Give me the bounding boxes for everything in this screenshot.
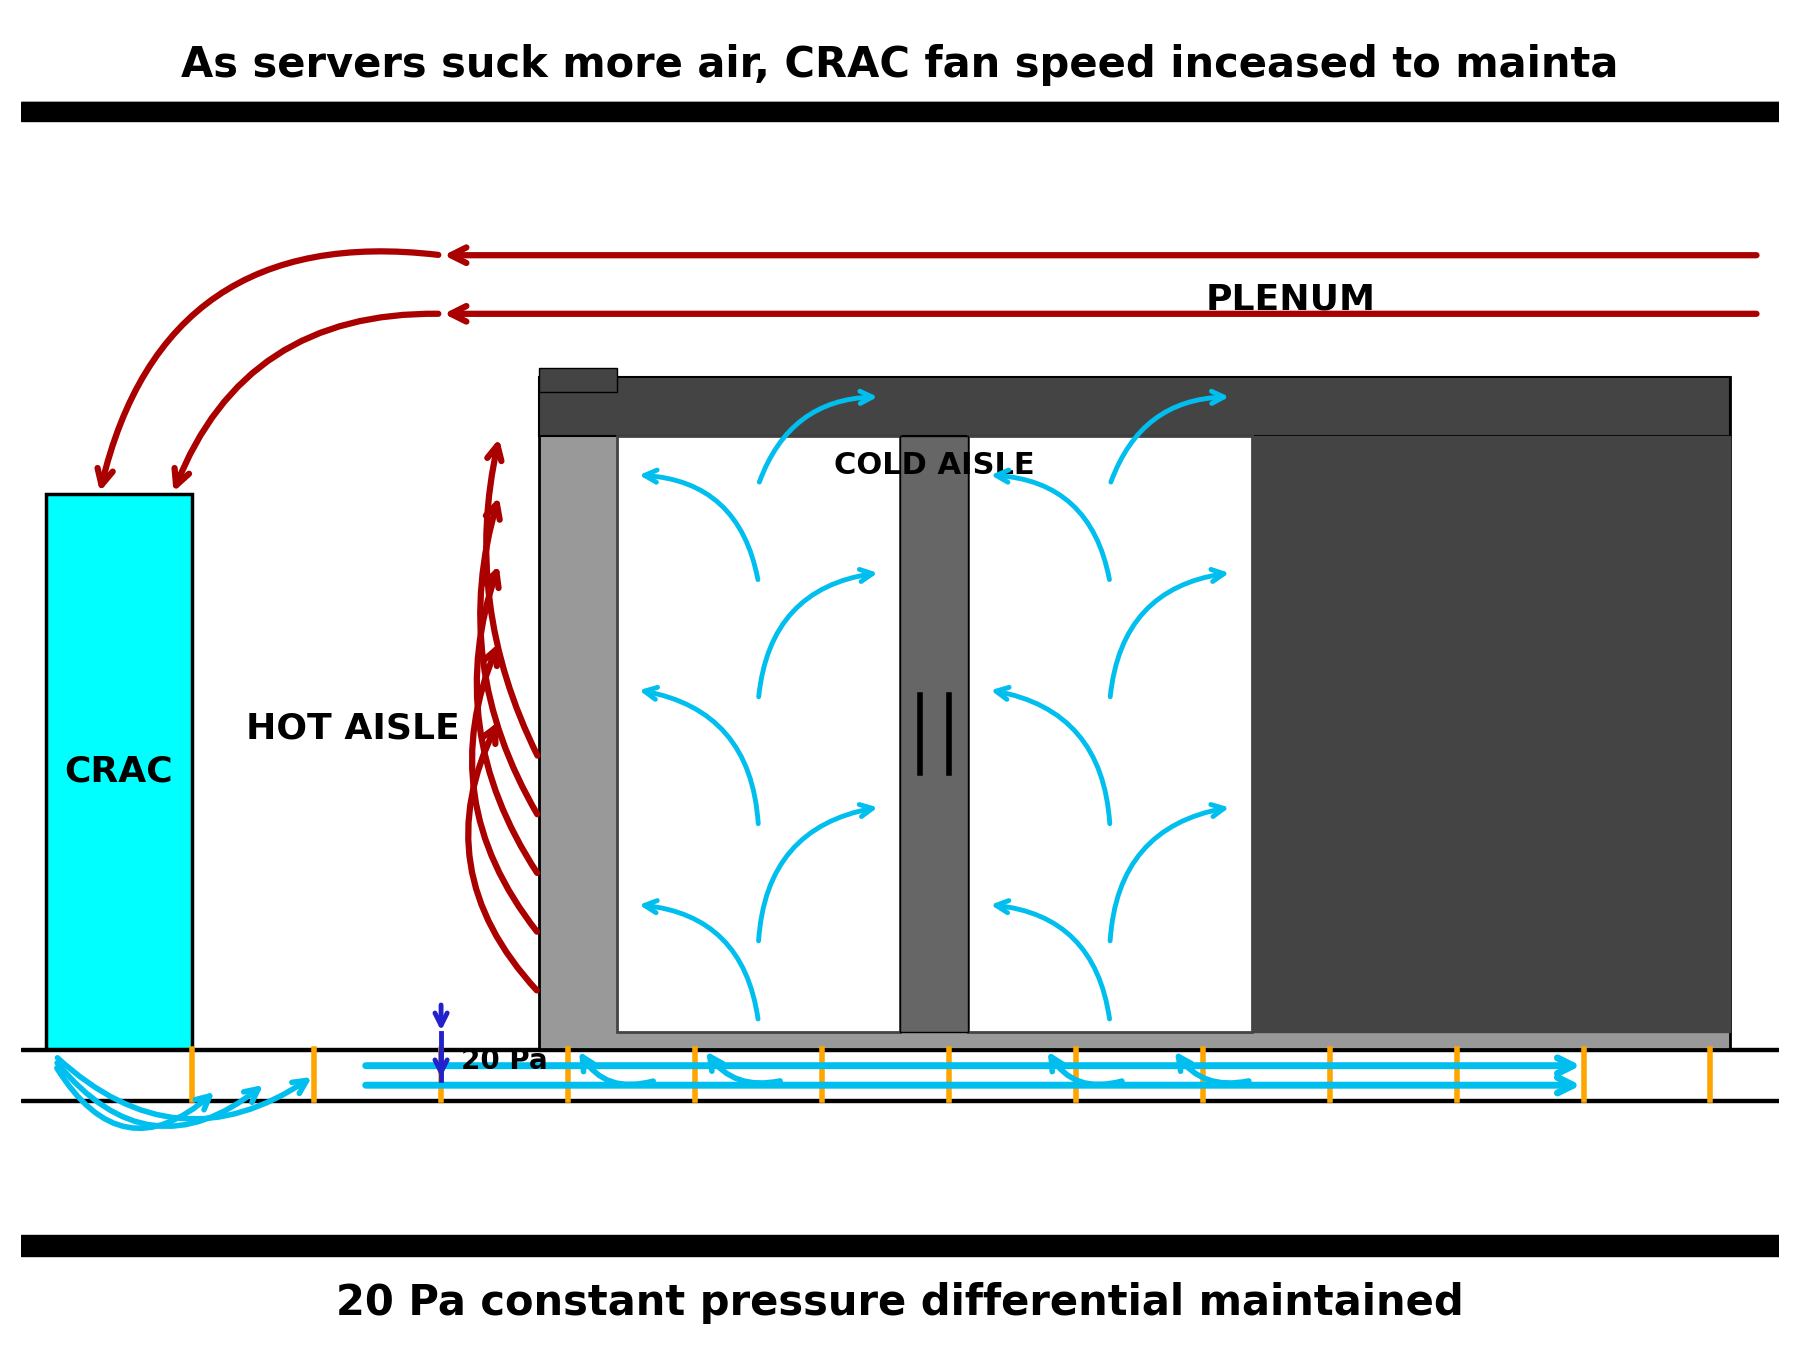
Bar (617, 436, 900, 1032)
Bar (22, 1238, 1778, 1256)
Bar (538, 378, 1730, 436)
Text: COLD AISLE: COLD AISLE (833, 451, 1035, 479)
Bar (538, 378, 1730, 1050)
Bar (1251, 436, 1730, 1032)
Text: CRAC: CRAC (65, 755, 173, 789)
Bar (22, 1234, 1778, 1238)
Bar (22, 1048, 1778, 1051)
Bar (22, 102, 1778, 121)
Text: As servers suck more air, CRAC fan speed inceased to mainta: As servers suck more air, CRAC fan speed… (182, 43, 1618, 86)
Bar (45, 494, 193, 1050)
Bar (968, 436, 1251, 1032)
Bar (538, 368, 617, 392)
Bar (22, 102, 1778, 115)
Text: PLENUM: PLENUM (1206, 282, 1375, 316)
Bar (900, 436, 968, 1032)
Text: 20 Pa constant pressure differential maintained: 20 Pa constant pressure differential mai… (337, 1282, 1463, 1324)
Bar (22, 1099, 1778, 1101)
Text: HOT AISLE: HOT AISLE (247, 712, 461, 746)
Text: 20 Pa: 20 Pa (461, 1047, 547, 1074)
